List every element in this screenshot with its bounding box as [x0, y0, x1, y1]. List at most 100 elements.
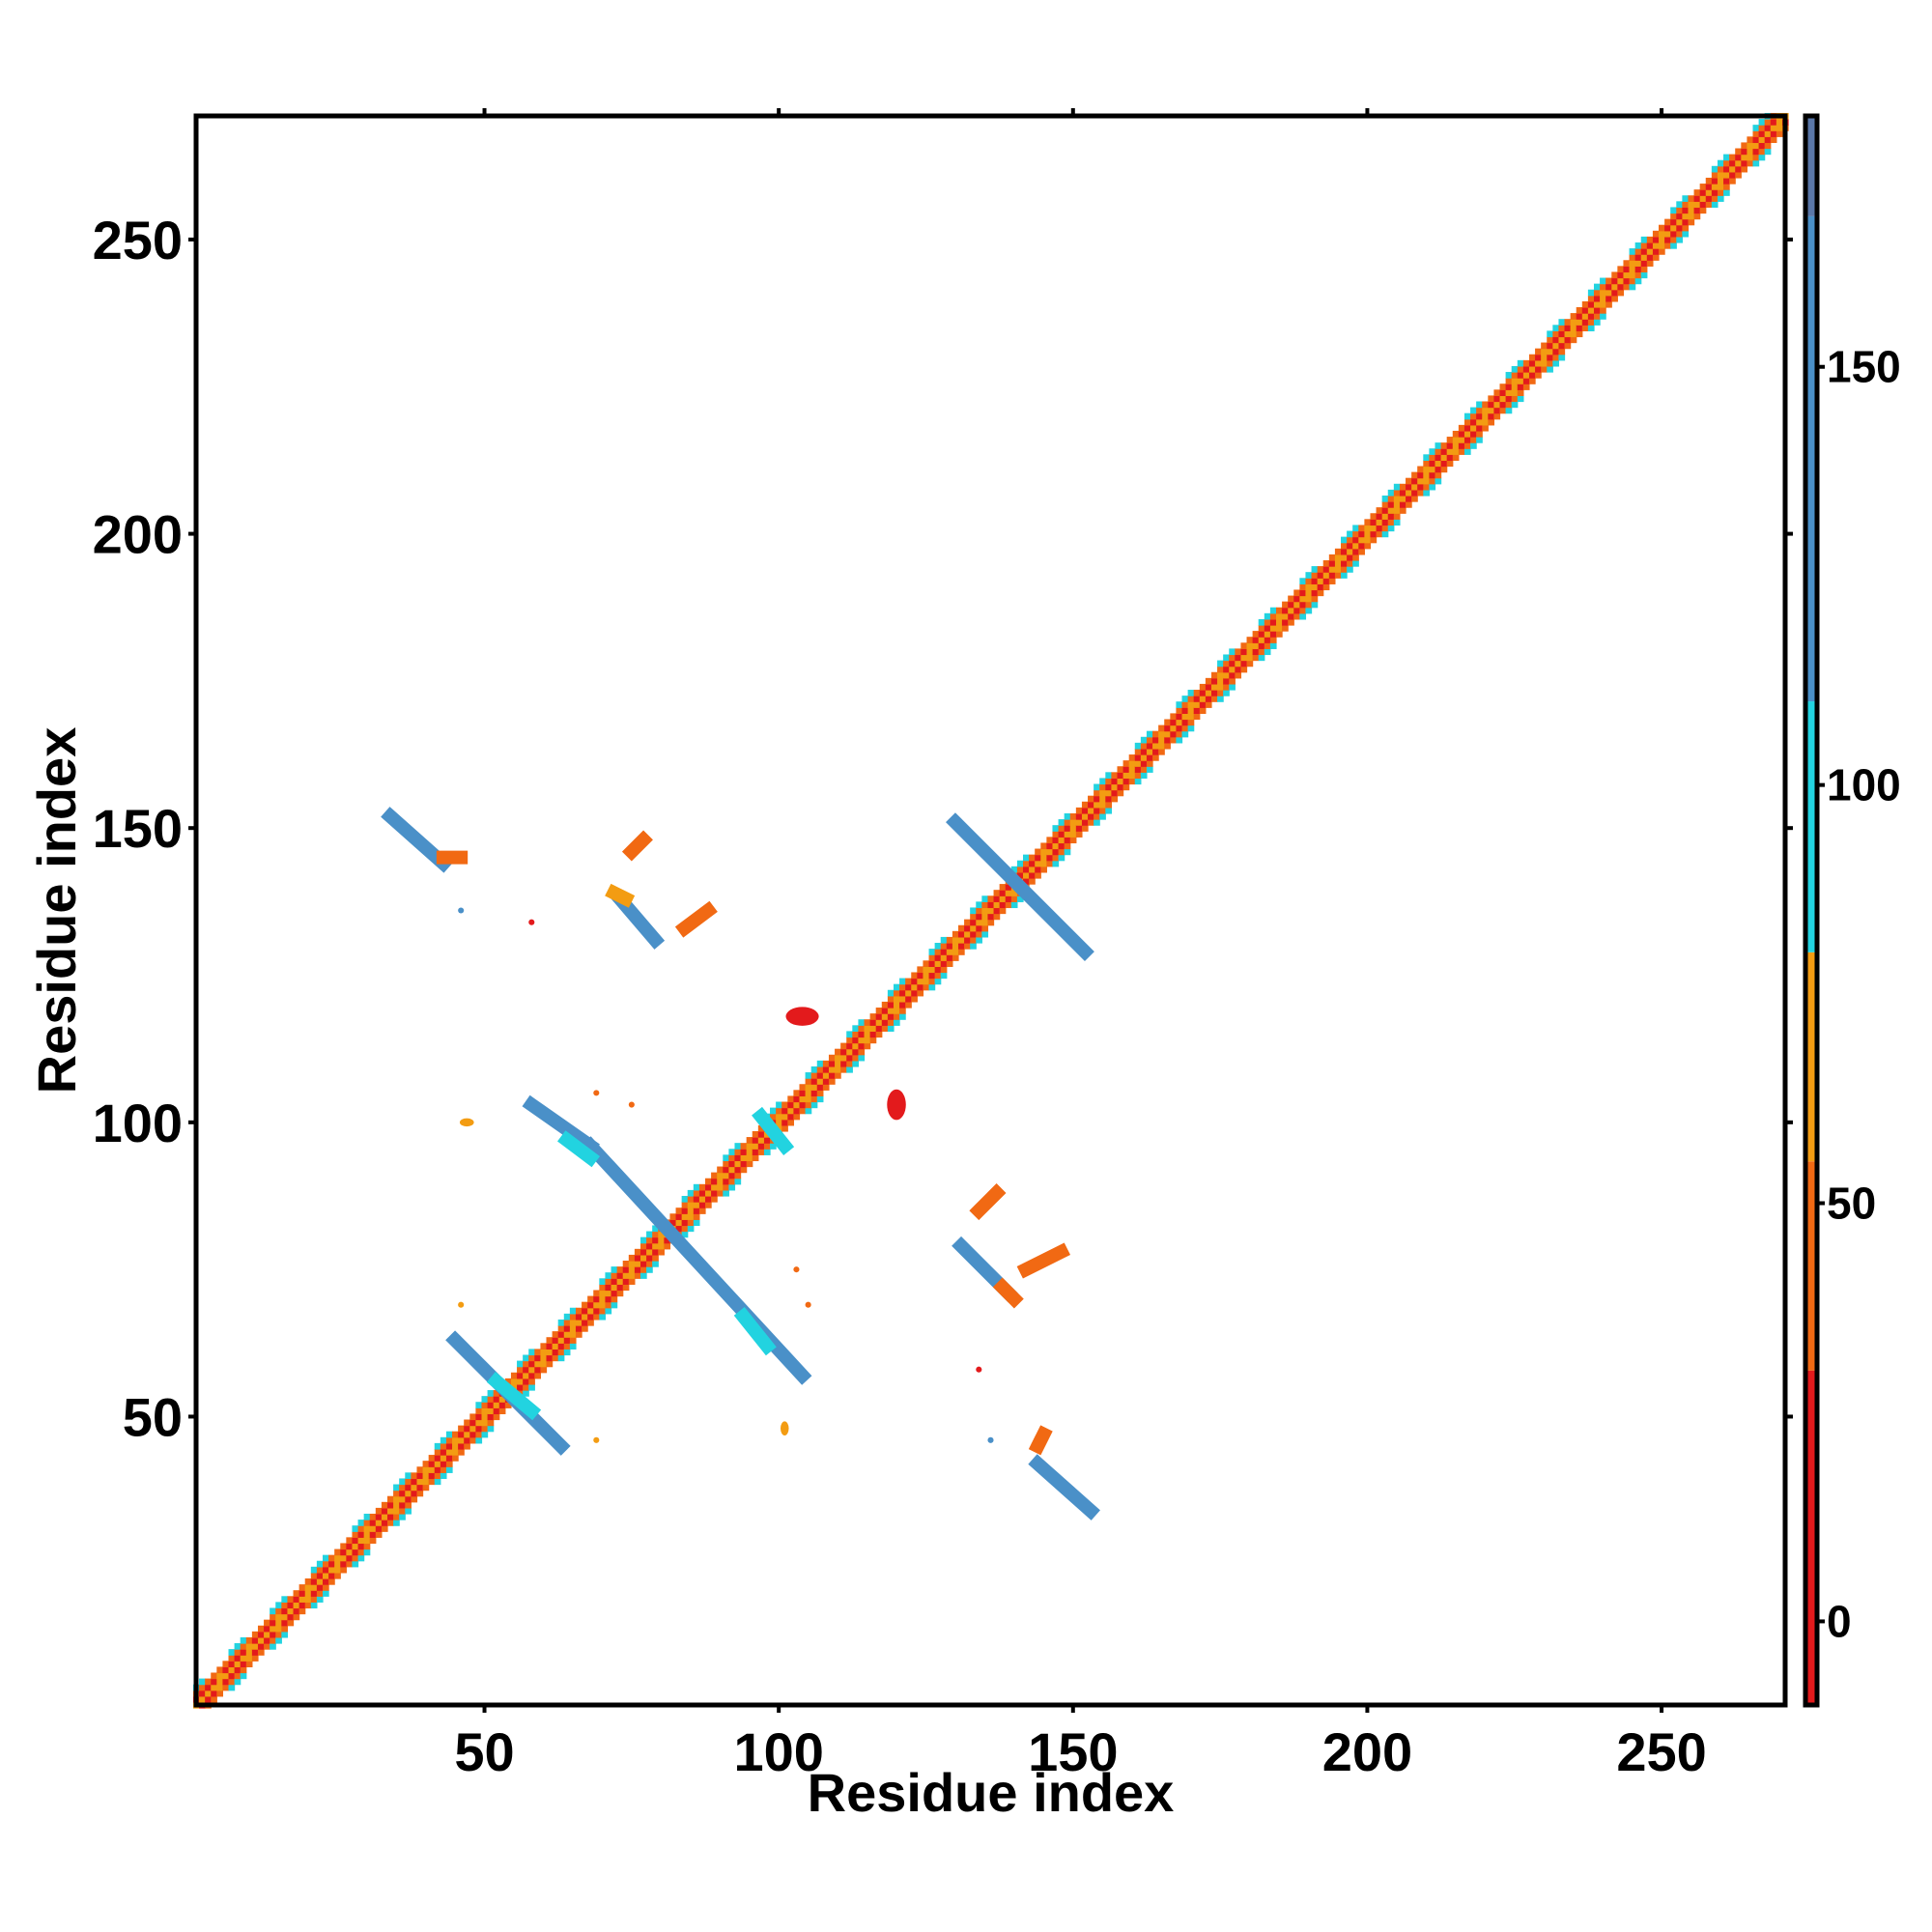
diagonal-cell — [1181, 696, 1189, 702]
diagonal-cell — [1587, 300, 1595, 308]
diagonal-cell — [793, 1107, 801, 1115]
diagonal-cell — [270, 1619, 276, 1627]
diagonal-cell — [1670, 242, 1677, 249]
diagonal-cell — [1134, 772, 1142, 780]
diagonal-cell — [681, 1208, 689, 1214]
diagonal-cell — [1016, 860, 1024, 867]
diagonal-cell — [711, 1172, 718, 1179]
diagonal-cell — [928, 960, 936, 967]
diagonal-cell — [322, 1578, 329, 1585]
diagonal-cell — [304, 1578, 312, 1585]
diagonal-cell — [1046, 842, 1054, 850]
diagonal-cell — [1488, 395, 1495, 403]
diagonal-cell — [1517, 384, 1524, 390]
diagonal-cell — [887, 1001, 895, 1009]
diagonal-cell — [487, 1419, 495, 1427]
diagonal-cell — [405, 1472, 412, 1480]
diagonal-cell — [369, 1513, 377, 1520]
diagonal-cell — [1117, 789, 1124, 797]
diagonal-cell — [1522, 378, 1530, 384]
diagonal-cell — [346, 1548, 354, 1556]
diagonal-cell — [1052, 854, 1060, 862]
diagonal-cell — [875, 1008, 883, 1014]
diagonal-cell — [251, 1643, 259, 1650]
diagonal-cell — [639, 1272, 647, 1279]
diagonal-cell — [1005, 884, 1012, 891]
diagonal-cell — [434, 1466, 441, 1473]
diagonal-cell — [611, 1284, 618, 1292]
diagonal-cell — [1288, 595, 1294, 603]
diagonal-cell — [869, 1019, 877, 1026]
diagonal-cell — [1670, 236, 1677, 243]
diagonal-cell — [1282, 625, 1289, 632]
diagonal-cell — [357, 1531, 365, 1538]
diagonal-cell — [1505, 372, 1513, 379]
diagonal-cell — [639, 1254, 647, 1262]
diagonal-cell — [681, 1202, 689, 1208]
diagonal-cell — [1293, 601, 1300, 609]
diagonal-cell — [1682, 230, 1690, 238]
diagonal-cell — [964, 943, 971, 950]
diagonal-cell — [528, 1378, 535, 1385]
diagonal-cell — [658, 1248, 665, 1256]
diagonal-cell — [405, 1495, 412, 1503]
diagonal-cell — [1381, 530, 1389, 538]
diagonal-cell — [234, 1649, 242, 1656]
diagonal-cell — [1623, 277, 1631, 285]
diagonal-cell — [1476, 412, 1483, 420]
diagonal-cell — [799, 1101, 807, 1109]
diagonal-cell — [1370, 530, 1378, 538]
diagonal-cell — [852, 1054, 860, 1062]
diagonal-cell — [1305, 607, 1313, 614]
diagonal-cell — [1476, 424, 1483, 432]
diagonal-cell — [1764, 125, 1772, 131]
diagonal-cell — [599, 1307, 607, 1315]
diagonal-cell — [1558, 319, 1566, 326]
diagonal-cell — [528, 1372, 535, 1379]
diagonal-cell — [1358, 530, 1365, 538]
diagonal-cell — [1505, 401, 1513, 409]
diagonal-cell — [1547, 330, 1553, 338]
diagonal-cell — [287, 1602, 295, 1609]
diagonal-cell — [498, 1407, 506, 1415]
diagonal-cell — [646, 1266, 653, 1273]
diagonal-cell — [563, 1313, 571, 1321]
diagonal-cell — [1223, 683, 1230, 691]
diagonal-cell — [1264, 625, 1271, 632]
diagonal-cell — [1399, 495, 1406, 502]
diagonal-cell — [1235, 654, 1242, 662]
diagonal-cell — [1463, 424, 1471, 432]
contact-segments — [381, 807, 1100, 1520]
diagonal-cell — [905, 989, 912, 997]
diagonal-cell — [899, 995, 906, 1003]
diagonal-cell — [976, 913, 982, 921]
diagonal-cell — [293, 1596, 300, 1603]
diagonal-cell — [693, 1208, 700, 1214]
diagonal-cell — [852, 1031, 860, 1038]
diagonal-cell — [746, 1160, 753, 1168]
diagonal-cell — [1711, 195, 1719, 202]
diagonal-cell — [563, 1325, 571, 1332]
diagonal-cell — [563, 1349, 571, 1356]
diagonal-cell — [1711, 177, 1719, 185]
diagonal-cell — [1522, 365, 1530, 373]
diagonal-cell — [464, 1436, 470, 1444]
diagonal-cell — [587, 1295, 594, 1303]
diagonal-cell — [481, 1402, 489, 1408]
diagonal-cell — [569, 1319, 577, 1326]
diagonal-cell — [1488, 401, 1495, 409]
diagonal-cell — [1058, 842, 1065, 850]
diagonal-cell — [393, 1484, 400, 1492]
diagonal-cell — [822, 1078, 830, 1085]
diagonal-cell — [1099, 801, 1106, 809]
diagonal-cell — [1600, 307, 1606, 314]
diagonal-cell — [970, 936, 977, 944]
diagonal-cell — [776, 1107, 782, 1115]
diagonal-cell — [1747, 136, 1754, 144]
diagonal-cell — [816, 1072, 824, 1079]
contact-segment — [381, 807, 453, 873]
diagonal-cell — [557, 1349, 565, 1356]
diagonal-cell — [1229, 666, 1236, 673]
diagonal-cell — [1463, 442, 1471, 449]
diagonal-cell — [899, 989, 906, 997]
